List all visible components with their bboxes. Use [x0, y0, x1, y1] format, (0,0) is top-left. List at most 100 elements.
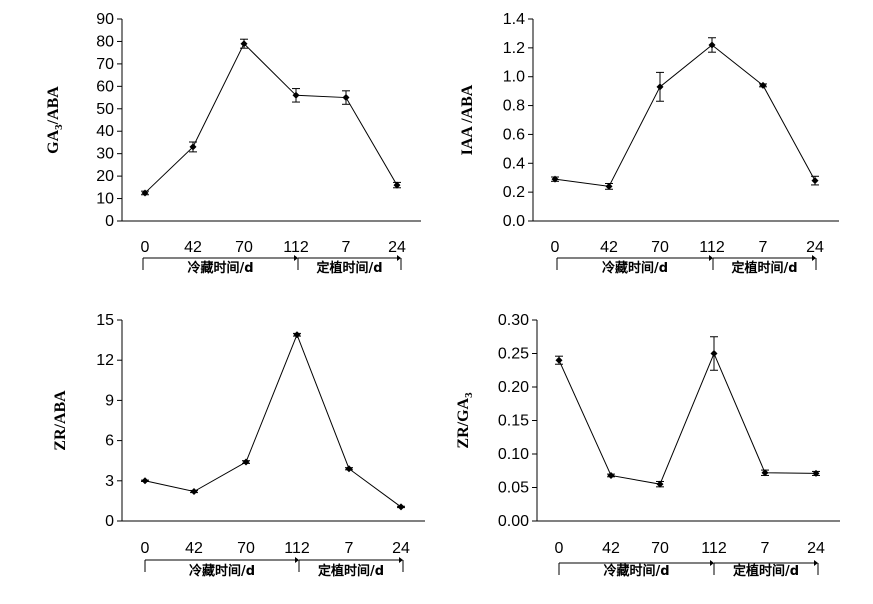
y-tick-label: 90 [96, 11, 114, 28]
y-tick-label: 0.2 [503, 184, 525, 201]
y-tick-label: 0.10 [498, 446, 529, 463]
data-point [293, 331, 301, 339]
x-tick-label: 24 [388, 239, 406, 256]
group-label-storage: 冷藏时间/d [187, 260, 253, 276]
y-axis-title: IAA /ABA [459, 84, 476, 155]
x-tick-label: 70 [651, 540, 669, 557]
data-point [190, 488, 198, 496]
data-point [656, 480, 664, 488]
group-arrow-1 [294, 255, 298, 261]
x-tick-label: 24 [807, 540, 825, 557]
x-tick-label: 0 [555, 540, 564, 557]
data-point [189, 143, 197, 151]
data-point [292, 91, 300, 99]
group-label-planting: 定植时间/d [732, 563, 799, 579]
group-label-storage: 冷藏时间/d [189, 563, 255, 579]
y-tick-label: 40 [96, 123, 114, 140]
x-tick-label: 0 [551, 239, 560, 256]
y-axis-title: ZR/GA3 [455, 392, 475, 449]
group-arrow-2 [397, 255, 401, 261]
data-point [345, 465, 353, 473]
y-tick-label: 60 [96, 78, 114, 95]
y-tick-label: 0.6 [503, 126, 525, 143]
chart-panel-4: 0.00 0.05 0.10 0.15 0.20 0.25 0.30 ZR/GA3 0 42 70 1… [455, 312, 840, 579]
y-tick-label: 6 [105, 433, 114, 450]
x-tick-label: 112 [699, 239, 725, 256]
group-label-storage: 冷藏时间/d [603, 563, 669, 579]
y-tick-label: 30 [96, 146, 114, 163]
data-point [811, 177, 819, 185]
y-tick-label: 3 [105, 473, 114, 490]
data-point [342, 94, 350, 102]
y-tick-label: 15 [96, 312, 114, 329]
y-tick-label: 50 [96, 101, 114, 118]
x-tick-label: 42 [185, 540, 203, 557]
x-tick-label: 70 [651, 239, 669, 256]
x-tick-label: 70 [235, 239, 253, 256]
group-label-planting: 定植时间/d [730, 260, 797, 276]
x-tick-label: 70 [237, 540, 255, 557]
y-axis-title-main: IAA /ABA [459, 84, 476, 155]
group-arrow-2 [814, 560, 818, 566]
series-line [558, 352, 817, 485]
y-tick-label: 9 [105, 392, 114, 409]
group-arrow-2 [812, 255, 816, 261]
y-axis-title-subscript: 3 [53, 124, 65, 130]
x-tick-label: 7 [342, 239, 351, 256]
y-tick-label: 0 [105, 213, 114, 230]
data-point [605, 182, 613, 190]
x-tick-label: 7 [761, 540, 770, 557]
group-arrow-1 [295, 557, 299, 563]
chart-panel-2: 0.0 0.2 0.4 0.6 0.8 1.0 1.2 1.4 IAA /ABA 0 42 70 112… [459, 11, 839, 276]
y-axis-title-subscript: 3 [463, 392, 475, 398]
series-line [144, 333, 402, 508]
x-tick-label: 24 [392, 540, 410, 557]
y-axis-title: ZR/ABA [52, 390, 69, 451]
data-point [393, 181, 401, 189]
y-axis-title-main: ZR/ABA [52, 390, 69, 451]
x-tick-label: 112 [283, 239, 309, 256]
x-tick-label: 42 [602, 540, 620, 557]
y-tick-label: 1.2 [503, 40, 525, 57]
y-tick-label: 1.0 [503, 69, 525, 86]
y-tick-label: 0.00 [498, 513, 529, 530]
chart-panel-3: 0 3 6 9 12 15 ZR/ABA 0 42 70 112 7 24 冷藏时间/d 定植时间/d [52, 312, 425, 579]
y-axis-title: GA3/ABA [45, 86, 65, 154]
data-point [761, 469, 769, 477]
group-label-planting: 定植时间/d [317, 563, 384, 579]
y-tick-label: 10 [96, 191, 114, 208]
x-tick-label: 7 [345, 540, 354, 557]
data-point [551, 175, 559, 183]
group-label-storage: 冷藏时间/d [602, 260, 668, 276]
data-point [710, 350, 718, 357]
group-label-planting: 定植时间/d [315, 260, 382, 276]
x-tick-label: 112 [701, 540, 727, 557]
data-point [397, 503, 405, 511]
y-axis-title-main: GA [45, 129, 62, 153]
data-point [759, 81, 767, 89]
group-arrow-2 [399, 557, 403, 563]
y-tick-label: 0.20 [498, 379, 529, 396]
group-arrow-1 [710, 560, 714, 566]
x-tick-label: 42 [600, 239, 618, 256]
x-tick-label: 7 [759, 239, 768, 256]
chart-panel-1: 0 10 20 30 40 50 60 70 80 90 GA3/ABA 0 42 70 112 7 24 冷藏时… [45, 11, 421, 276]
x-tick-label: 24 [806, 239, 824, 256]
data-point [141, 477, 149, 485]
series-line [144, 42, 398, 194]
y-tick-label: 0.8 [503, 98, 525, 115]
data-point [555, 356, 563, 364]
data-point [812, 469, 820, 477]
data-point [607, 471, 615, 479]
data-point [656, 83, 664, 91]
y-tick-label: 20 [96, 168, 114, 185]
y-tick-label: 80 [96, 33, 114, 50]
x-tick-label: 112 [284, 540, 310, 557]
x-tick-label: 0 [141, 540, 150, 557]
data-point [708, 41, 716, 49]
data-point [141, 189, 149, 197]
group-arrow-1 [709, 255, 713, 261]
y-tick-label: 0.30 [498, 312, 529, 329]
data-point [242, 458, 250, 466]
